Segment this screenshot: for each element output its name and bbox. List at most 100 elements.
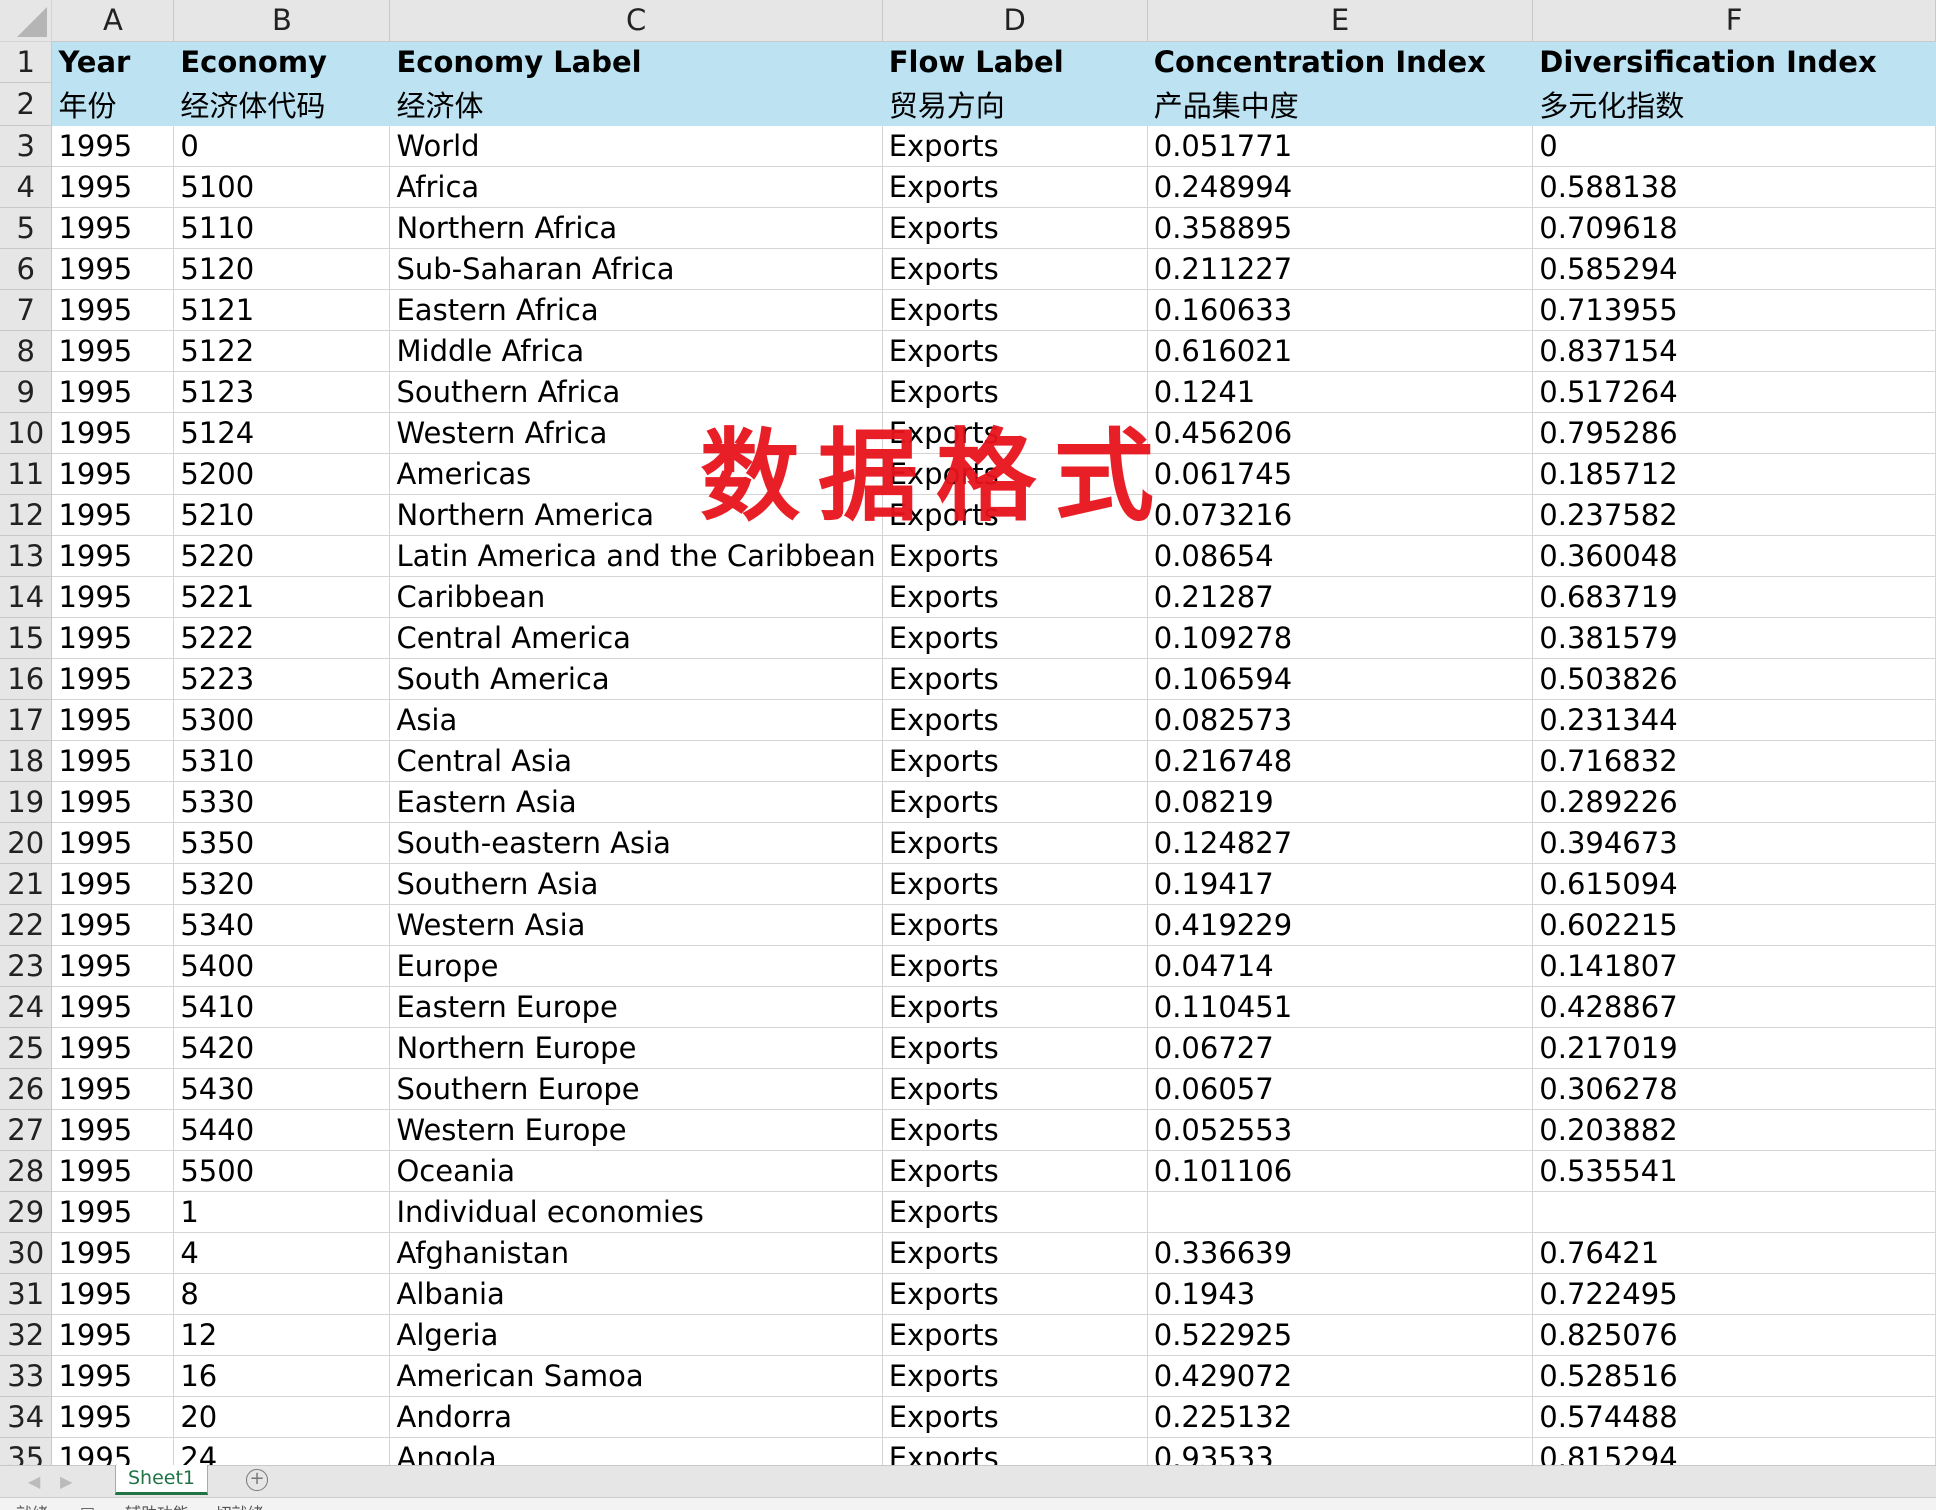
cell-f32[interactable]: 0.825076 xyxy=(1532,1314,1936,1356)
cell-d21[interactable]: Exports xyxy=(882,863,1148,905)
cell-d18[interactable]: Exports xyxy=(882,740,1148,782)
cell-c19[interactable]: Eastern Asia xyxy=(389,781,883,823)
cell-e20[interactable]: 0.124827 xyxy=(1147,822,1534,864)
cell-b9[interactable]: 5123 xyxy=(173,371,391,413)
cell-c7[interactable]: Eastern Africa xyxy=(389,289,883,331)
cell-d1[interactable]: Flow Label xyxy=(882,41,1148,83)
cell-e5[interactable]: 0.358895 xyxy=(1147,207,1534,249)
cell-b33[interactable]: 16 xyxy=(173,1355,391,1397)
cell-f13[interactable]: 0.360048 xyxy=(1532,535,1936,577)
cell-f14[interactable]: 0.683719 xyxy=(1532,576,1936,618)
cell-d35[interactable]: Exports xyxy=(882,1437,1148,1465)
cell-f34[interactable]: 0.574488 xyxy=(1532,1396,1936,1438)
row-header[interactable]: 24 xyxy=(0,986,53,1028)
cell-e14[interactable]: 0.21287 xyxy=(1147,576,1534,618)
column-header-c[interactable]: C xyxy=(389,0,883,42)
cell-d2[interactable]: 贸易方向 xyxy=(882,82,1148,126)
cell-c26[interactable]: Southern Europe xyxy=(389,1068,883,1110)
cell-a7[interactable]: 1995 xyxy=(51,289,175,331)
cell-e30[interactable]: 0.336639 xyxy=(1147,1232,1534,1274)
cell-c18[interactable]: Central Asia xyxy=(389,740,883,782)
cell-d9[interactable]: Exports xyxy=(882,371,1148,413)
cell-a27[interactable]: 1995 xyxy=(51,1109,175,1151)
cell-c25[interactable]: Northern Europe xyxy=(389,1027,883,1069)
row-header[interactable]: 15 xyxy=(0,617,53,659)
column-header-d[interactable]: D xyxy=(882,0,1148,42)
cell-f24[interactable]: 0.428867 xyxy=(1532,986,1936,1028)
cell-c15[interactable]: Central America xyxy=(389,617,883,659)
cell-b31[interactable]: 8 xyxy=(173,1273,391,1315)
cell-c34[interactable]: Andorra xyxy=(389,1396,883,1438)
cell-d15[interactable]: Exports xyxy=(882,617,1148,659)
cell-b34[interactable]: 20 xyxy=(173,1396,391,1438)
cell-b1[interactable]: Economy xyxy=(173,41,391,83)
cell-c12[interactable]: Northern America xyxy=(389,494,883,536)
cell-b32[interactable]: 12 xyxy=(173,1314,391,1356)
cell-c14[interactable]: Caribbean xyxy=(389,576,883,618)
cell-e3[interactable]: 0.051771 xyxy=(1147,125,1534,167)
cell-c16[interactable]: South America xyxy=(389,658,883,700)
cell-c8[interactable]: Middle Africa xyxy=(389,330,883,372)
cell-d26[interactable]: Exports xyxy=(882,1068,1148,1110)
row-header[interactable]: 23 xyxy=(0,945,53,987)
cell-a10[interactable]: 1995 xyxy=(51,412,175,454)
cell-b16[interactable]: 5223 xyxy=(173,658,391,700)
column-header-e[interactable]: E xyxy=(1147,0,1534,42)
row-header[interactable]: 11 xyxy=(0,453,53,495)
cell-b22[interactable]: 5340 xyxy=(173,904,391,946)
cell-a1[interactable]: Year xyxy=(51,41,175,83)
cell-e27[interactable]: 0.052553 xyxy=(1147,1109,1534,1151)
column-header-a[interactable]: A xyxy=(51,0,175,42)
row-header[interactable]: 33 xyxy=(0,1355,53,1397)
cell-d34[interactable]: Exports xyxy=(882,1396,1148,1438)
cell-c29[interactable]: Individual economies xyxy=(389,1191,883,1233)
row-header[interactable]: 12 xyxy=(0,494,53,536)
cell-e9[interactable]: 0.1241 xyxy=(1147,371,1534,413)
cell-a31[interactable]: 1995 xyxy=(51,1273,175,1315)
cell-f5[interactable]: 0.709618 xyxy=(1532,207,1936,249)
cell-c33[interactable]: American Samoa xyxy=(389,1355,883,1397)
cell-a19[interactable]: 1995 xyxy=(51,781,175,823)
cell-c23[interactable]: Europe xyxy=(389,945,883,987)
cell-e10[interactable]: 0.456206 xyxy=(1147,412,1534,454)
cell-b12[interactable]: 5210 xyxy=(173,494,391,536)
cell-b35[interactable]: 24 xyxy=(173,1437,391,1465)
cell-c21[interactable]: Southern Asia xyxy=(389,863,883,905)
cell-f9[interactable]: 0.517264 xyxy=(1532,371,1936,413)
cell-a6[interactable]: 1995 xyxy=(51,248,175,290)
cell-f4[interactable]: 0.588138 xyxy=(1532,166,1936,208)
cell-a8[interactable]: 1995 xyxy=(51,330,175,372)
cell-f23[interactable]: 0.141807 xyxy=(1532,945,1936,987)
cell-f20[interactable]: 0.394673 xyxy=(1532,822,1936,864)
cell-a32[interactable]: 1995 xyxy=(51,1314,175,1356)
cell-e32[interactable]: 0.522925 xyxy=(1147,1314,1534,1356)
cell-d5[interactable]: Exports xyxy=(882,207,1148,249)
cell-f7[interactable]: 0.713955 xyxy=(1532,289,1936,331)
cell-d20[interactable]: Exports xyxy=(882,822,1148,864)
row-header[interactable]: 10 xyxy=(0,412,53,454)
cell-e7[interactable]: 0.160633 xyxy=(1147,289,1534,331)
cell-a26[interactable]: 1995 xyxy=(51,1068,175,1110)
row-header[interactable]: 8 xyxy=(0,330,53,372)
row-header[interactable]: 18 xyxy=(0,740,53,782)
cell-d30[interactable]: Exports xyxy=(882,1232,1148,1274)
cell-d11[interactable]: Exports xyxy=(882,453,1148,495)
cell-e15[interactable]: 0.109278 xyxy=(1147,617,1534,659)
cell-f33[interactable]: 0.528516 xyxy=(1532,1355,1936,1397)
row-header[interactable]: 19 xyxy=(0,781,53,823)
cell-a15[interactable]: 1995 xyxy=(51,617,175,659)
cell-d23[interactable]: Exports xyxy=(882,945,1148,987)
cell-d8[interactable]: Exports xyxy=(882,330,1148,372)
cell-a13[interactable]: 1995 xyxy=(51,535,175,577)
cell-a2[interactable]: 年份 xyxy=(51,82,175,126)
cell-b2[interactable]: 经济体代码 xyxy=(173,82,391,126)
cell-e13[interactable]: 0.08654 xyxy=(1147,535,1534,577)
cell-e29[interactable] xyxy=(1147,1191,1534,1233)
cell-a22[interactable]: 1995 xyxy=(51,904,175,946)
cell-c27[interactable]: Western Europe xyxy=(389,1109,883,1151)
cell-f26[interactable]: 0.306278 xyxy=(1532,1068,1936,1110)
cell-f28[interactable]: 0.535541 xyxy=(1532,1150,1936,1192)
cell-f27[interactable]: 0.203882 xyxy=(1532,1109,1936,1151)
cell-f22[interactable]: 0.602215 xyxy=(1532,904,1936,946)
cell-b26[interactable]: 5430 xyxy=(173,1068,391,1110)
